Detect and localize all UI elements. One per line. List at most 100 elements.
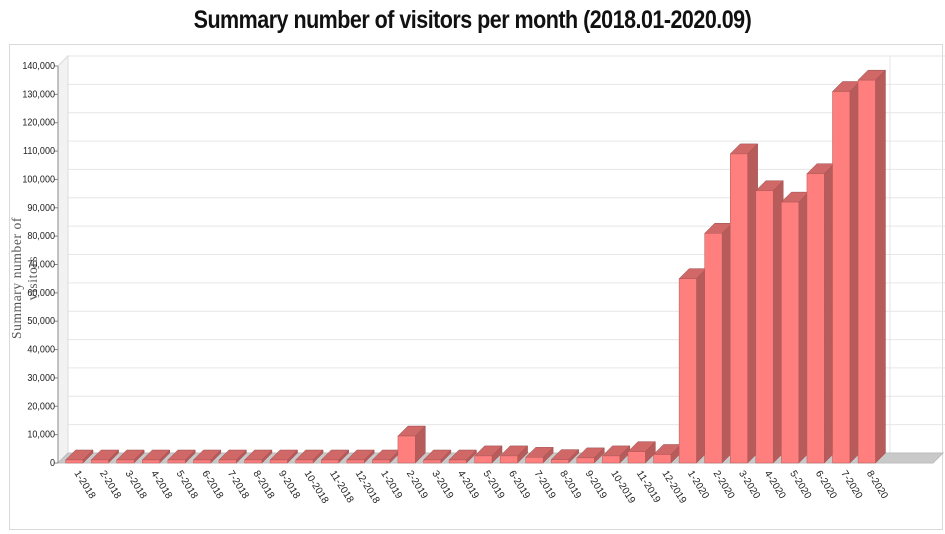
x-tick-label: 6-2018 [199,469,225,502]
bar-front [423,459,442,464]
bar-front [346,459,365,464]
bar-front [116,459,135,464]
y-tick-label: 120,000 [22,117,55,129]
y-tick-labels: 0 10,000 20,000 30,000 40,000 50,000 60,000 70,… [22,60,58,469]
x-tick-label: 6-2019 [506,469,532,502]
y-tick-label: 100,000 [22,174,55,186]
bar [755,180,784,464]
bar [192,449,222,464]
y-tick-label: 0 [50,457,56,469]
bar-front [499,455,518,464]
side-wall [57,54,69,465]
x-tick-labels: 1-2018 2-2018 3-2018 4-2018 5-2018 6-2018 7-20… [72,469,890,506]
bar-front [218,459,237,464]
x-tick-label: 1-2018 [72,469,98,502]
bar-front [551,459,569,464]
x-tick-label: 12-2018 [353,469,382,506]
bar [704,222,733,464]
bar-front [372,459,391,464]
y-tick-label: 130,000 [22,89,55,101]
bar [576,447,605,464]
y-tick-label: 40,000 [27,344,55,356]
bar [729,143,759,464]
bar-front [167,459,186,464]
bar [806,163,835,464]
bar [90,449,120,464]
x-tick-label: 8-2020 [864,469,890,502]
x-tick-label: 2-2019 [404,469,430,502]
x-tick-label: 12-2019 [659,469,688,506]
x-tick-label: 11-2018 [327,469,356,506]
y-tick-label: 60,000 [27,287,55,299]
x-tick-label: 8-2018 [250,469,276,502]
bar [422,449,452,464]
bar [65,449,94,464]
x-tick-label: 6-2020 [813,469,839,502]
x-tick-label: 1-2019 [378,469,404,502]
bar-front [678,278,697,464]
bar-front [193,459,212,464]
bar-front [525,457,544,464]
bar-front [704,233,723,464]
x-tick-label: 3-2019 [429,469,455,502]
bar-front [653,454,672,464]
x-tick-label: 9-2018 [276,469,302,502]
y-tick-label: 20,000 [27,401,55,413]
bar [295,449,324,464]
x-tick-label: 4-2019 [455,469,481,502]
bar [397,425,426,464]
bar [627,441,656,464]
bar-front [474,455,493,464]
bar-front [448,459,467,464]
bar [474,445,503,464]
bar [678,268,708,464]
bar-front [244,459,263,464]
bar-front [90,459,109,464]
x-tick-label: 10-2019 [608,469,637,506]
bar [141,449,171,464]
bar-front [576,457,595,464]
bar-front [857,79,876,464]
y-tick-label: 80,000 [27,231,55,243]
bar [320,449,350,464]
bar [780,191,810,464]
x-tick-label: 2-2018 [97,469,123,502]
x-tick-label: 7-2019 [532,469,558,502]
x-tick-label: 4-2018 [148,469,174,502]
bar [243,449,273,464]
x-tick-label: 5-2020 [787,469,813,502]
bar [857,69,887,464]
bar-front [729,153,748,464]
bar-front [806,173,825,464]
bar-front [627,451,646,464]
x-tick-label: 8-2019 [557,469,583,502]
bar-front [320,459,339,464]
bar-front [269,459,288,464]
bar [346,449,375,464]
y-tick-label: 30,000 [27,372,55,384]
x-tick-label: 3-2020 [736,469,762,502]
y-tick-label: 10,000 [27,429,55,441]
x-tick-label: 5-2019 [481,469,507,502]
bar-front [397,435,416,464]
x-tick-label: 3-2018 [123,469,149,502]
bar [550,448,580,464]
bar [167,449,196,464]
x-tick-label: 2-2020 [711,469,737,502]
bar-front [781,201,800,464]
x-tick-label: 7-2018 [225,469,251,502]
x-tick-label: 5-2018 [174,469,200,502]
y-tick-label: 70,000 [27,259,55,271]
x-tick-label: 1-2020 [685,469,711,502]
x-tick-label: 10-2018 [302,469,331,506]
bar [116,449,145,464]
bar [448,449,478,464]
chart-title: Summary number of visitors per month (20… [193,6,752,34]
bar-side [875,69,886,464]
bar [525,446,554,464]
x-tick-label: 9-2019 [583,469,609,502]
bars [65,69,887,464]
bar-front [142,459,160,464]
y-tick-label: 90,000 [27,202,55,214]
